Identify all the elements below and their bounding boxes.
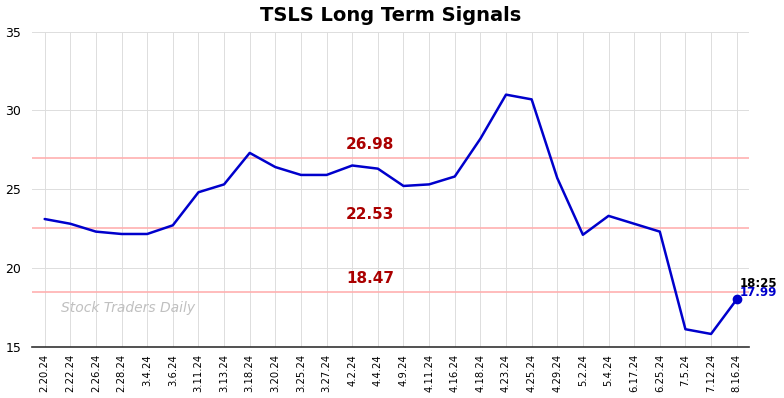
- Text: 18.47: 18.47: [346, 271, 394, 287]
- Text: 22.53: 22.53: [346, 207, 394, 222]
- Text: 18:25: 18:25: [739, 277, 777, 290]
- Title: TSLS Long Term Signals: TSLS Long Term Signals: [260, 6, 521, 25]
- Text: Stock Traders Daily: Stock Traders Daily: [60, 301, 194, 315]
- Text: 26.98: 26.98: [346, 137, 394, 152]
- Text: 17.99: 17.99: [739, 286, 777, 298]
